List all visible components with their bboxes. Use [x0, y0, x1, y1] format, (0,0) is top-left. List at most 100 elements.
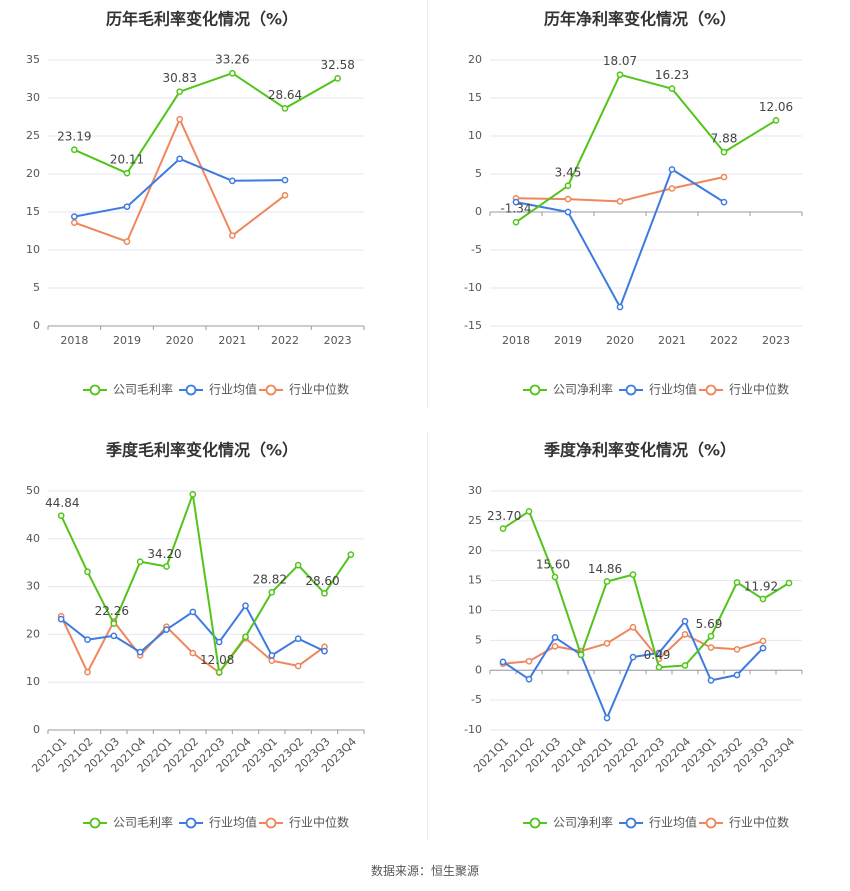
legend-label: 行业中位数 [289, 382, 349, 397]
data-point [759, 595, 767, 603]
legend-marker [185, 384, 197, 396]
chart-1: 历年毛利率变化情况（%） 0 5 10 15 20 25 30 35 2018 2019 2020 20… [26, 10, 365, 397]
chart-title: 历年净利率变化情况（%） [544, 10, 736, 29]
legend-label: 行业均值 [209, 815, 257, 830]
series-line [60, 615, 326, 674]
series-line [60, 493, 352, 674]
data-point [215, 638, 223, 646]
y-tick-label: 15 [468, 91, 482, 104]
data-point [525, 507, 533, 515]
data-label: 30.83 [162, 71, 196, 85]
data-point [228, 69, 236, 77]
data-point [616, 303, 624, 311]
data-point [616, 198, 624, 205]
y-tick-label: 0 [33, 319, 40, 332]
series-line [515, 168, 725, 308]
data-point [57, 512, 65, 520]
data-label: 15.60 [536, 558, 570, 572]
data-point [720, 148, 728, 156]
data-label: 5.69 [696, 617, 723, 631]
data-point [136, 558, 144, 566]
series-company: 23.19 20.11 30.83 33.26 28.64 32.58 [57, 53, 355, 177]
chart-title: 季度毛利率变化情况（%） [105, 441, 298, 460]
data-point [551, 634, 559, 641]
y-tick-label: -10 [464, 723, 482, 736]
y-tick-label: 20 [26, 627, 40, 640]
data-point [629, 653, 637, 661]
data-point [84, 636, 91, 644]
data-point [123, 238, 131, 245]
data-point [603, 714, 611, 722]
data-point [84, 668, 91, 676]
x-tick-label: 2018 [502, 334, 530, 347]
data-point [294, 662, 302, 670]
data-label: 0.49 [644, 648, 671, 662]
data-point [759, 644, 767, 652]
data-label: 28.60 [305, 574, 339, 588]
data-point [228, 232, 236, 239]
legend-label: 行业均值 [209, 382, 257, 397]
series-industry-avg [499, 617, 767, 722]
series-industry-median [512, 173, 728, 205]
series-line [502, 620, 764, 719]
series-line [515, 176, 725, 203]
data-label: 12.08 [200, 653, 234, 667]
data-point [268, 652, 276, 659]
data-point [564, 208, 572, 216]
data-point [551, 573, 559, 581]
data-point [268, 588, 276, 596]
series-industry-avg [57, 602, 328, 659]
series-industry-avg [70, 155, 289, 220]
legend-marker [705, 384, 717, 396]
data-point [759, 637, 767, 645]
data-point [512, 198, 520, 206]
data-point [189, 649, 197, 657]
legend-label: 公司毛利率 [113, 382, 173, 397]
data-point [772, 116, 780, 124]
data-point [321, 589, 328, 597]
data-point [176, 88, 184, 96]
y-tick-label: 35 [26, 53, 40, 66]
data-point [603, 578, 611, 585]
data-point [334, 75, 342, 82]
series-industry-median [57, 612, 328, 676]
legend-label: 公司净利率 [553, 815, 613, 830]
data-point [564, 195, 572, 203]
data-point [347, 551, 355, 558]
x-tick-label: 2023 [324, 334, 352, 347]
data-label: -1.34 [500, 202, 531, 216]
series-industry-median [70, 115, 289, 245]
data-label: 23.70 [487, 509, 521, 523]
data-point [110, 620, 118, 627]
y-tick-label: 20 [26, 167, 40, 180]
x-tick-label: 2022 [710, 334, 738, 347]
data-label: 7.88 [711, 132, 738, 146]
data-point [499, 525, 507, 532]
y-tick-label: 25 [26, 129, 40, 142]
data-label: 12.06 [759, 100, 793, 114]
x-tick-label: 2022 [271, 334, 299, 347]
y-tick-label: 5 [475, 633, 482, 646]
x-tick-label: 2023 [762, 334, 790, 347]
data-point [655, 649, 663, 657]
data-point [668, 185, 676, 192]
data-label: 34.20 [147, 547, 181, 561]
y-tick-label: -5 [471, 243, 482, 256]
data-point [281, 191, 289, 199]
legend: 公司净利率 行业均值 行业中位数 [523, 382, 789, 397]
y-tick-label: 0 [475, 205, 482, 218]
data-point [268, 657, 276, 665]
chart-3: 季度毛利率变化情况（%）010203040502021Q12021Q22021Q… [26, 441, 365, 830]
series-company: -1.34 3.45 18.07 16.23 7.88 12.06 [500, 54, 793, 226]
y-tick-label: 0 [475, 663, 482, 676]
data-point [512, 218, 520, 226]
y-tick-label: -5 [471, 693, 482, 706]
legend: 公司毛利率 行业均值 行业中位数 [83, 382, 349, 397]
data-point [123, 169, 131, 177]
legend-marker [625, 817, 637, 829]
series-industry-avg [512, 166, 728, 311]
data-label: 28.82 [253, 573, 287, 587]
x-tick-label: 2021 [218, 334, 246, 347]
y-tick-label: 30 [26, 580, 40, 593]
data-source-note: 数据来源：恒生聚源 [370, 864, 479, 878]
